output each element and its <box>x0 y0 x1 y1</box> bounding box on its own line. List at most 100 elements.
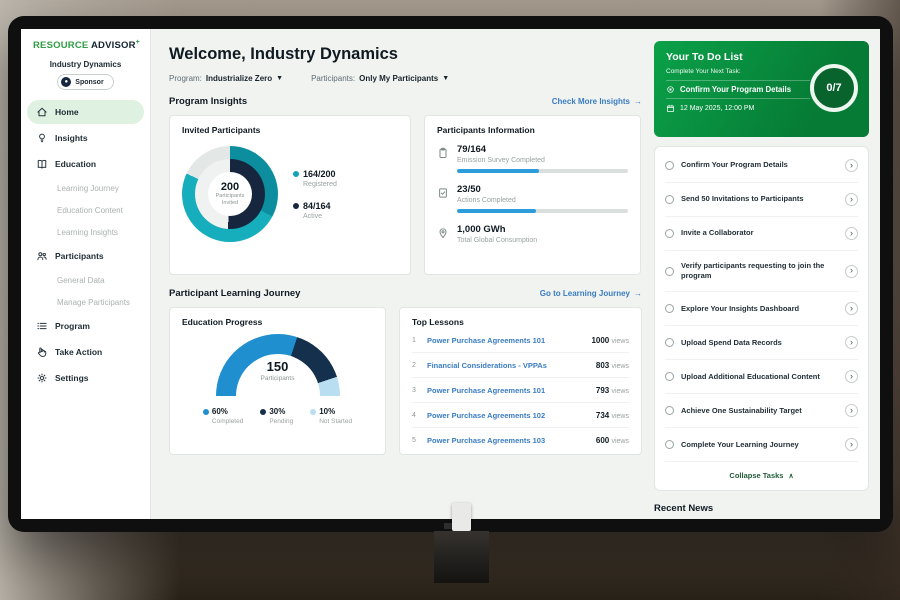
checkbox-circle-icon[interactable] <box>665 229 674 238</box>
legend-item-not-started: 10% Not Started <box>310 407 352 425</box>
participants-select-value: Only My Participants <box>359 74 439 83</box>
insights-cards-row: Invited Participants 200 Participants In… <box>169 115 642 275</box>
legend-item-pending: 30% Pending <box>260 407 293 425</box>
chevron-down-icon: ▼ <box>276 75 284 82</box>
checkbox-circle-icon[interactable] <box>665 304 674 314</box>
lesson-row: 4 Power Purchase Agreements 102 734 view… <box>412 403 629 428</box>
card-title: Education Progress <box>182 317 263 327</box>
sponsor-badge-label: Sponsor <box>75 78 104 86</box>
todo-task-row[interactable]: Achieve One Sustainability Target › <box>665 394 858 429</box>
chevron-right-icon[interactable]: › <box>845 264 858 278</box>
chevron-right-icon[interactable]: › <box>845 159 858 172</box>
logo-primary: RESOURCE <box>33 40 89 52</box>
stat-emission-survey: 79/164 Emission Survey Completed <box>437 144 628 173</box>
sidebar-item-label: Education Content <box>57 205 123 215</box>
sidebar-item-home[interactable]: Home <box>27 100 144 125</box>
sidebar-item-label: Manage Participants <box>57 297 130 307</box>
checkbox-circle-icon[interactable] <box>665 406 674 416</box>
app-logo: RESOURCE ADVISOR+ <box>21 29 150 53</box>
monitor-bezel: RESOURCE ADVISOR+ Industry Dynamics ● Sp… <box>8 16 893 532</box>
todo-tasks-card: Confirm Your Program Details › Send 50 I… <box>654 146 869 492</box>
todo-task-row[interactable]: Invite a Collaborator › <box>665 217 858 251</box>
radio-icon <box>667 86 674 93</box>
invited-participants-card: Invited Participants 200 Participants In… <box>169 115 411 275</box>
checkbox-circle-icon[interactable] <box>665 161 674 170</box>
participants-information-card: Participants Information 79/164 Emission… <box>424 115 641 275</box>
sidebar-item-participants[interactable]: Participants <box>27 244 144 268</box>
check-more-insights-link[interactable]: Check More Insights → <box>551 97 642 106</box>
sidebar-item-settings[interactable]: Settings <box>27 366 144 390</box>
todo-task-row[interactable]: Upload Spend Data Records › <box>665 326 858 361</box>
program-select-label: Program: <box>169 74 202 83</box>
book-icon <box>36 158 48 170</box>
invited-donut-chart: 200 Participants Invited <box>182 146 278 242</box>
sidebar-item-general-data[interactable]: General Data <box>27 270 144 290</box>
actions-progress-bar <box>457 209 628 213</box>
sidebar-item-program[interactable]: Program <box>27 314 144 338</box>
checkbox-circle-icon[interactable] <box>665 372 674 382</box>
collapse-tasks-button[interactable]: Collapse Tasks ∧ <box>729 471 794 481</box>
go-to-learning-journey-link[interactable]: Go to Learning Journey → <box>539 289 642 298</box>
chevron-right-icon[interactable]: › <box>845 302 858 316</box>
recent-news-title: Recent News <box>654 503 714 515</box>
chevron-right-icon[interactable]: › <box>845 370 858 384</box>
pin-icon <box>437 226 449 244</box>
lesson-link[interactable]: Financial Considerations - VPPAs <box>427 360 547 370</box>
sidebar-item-education[interactable]: Education <box>27 152 144 176</box>
stat-actions-completed: 23/50 Actions Completed <box>437 184 628 213</box>
todo-task-row[interactable]: Send 50 Invitations to Participants › <box>665 183 858 217</box>
sidebar-item-label: Education <box>55 159 97 170</box>
section-title: Participant Learning Journey <box>169 288 301 299</box>
todo-task-row[interactable]: Explore Your Insights Dashboard › <box>665 292 858 327</box>
chevron-down-icon: ▼ <box>442 75 450 82</box>
lesson-row: 5 Power Purchase Agreements 103 600 view… <box>412 435 629 445</box>
education-progress-card: Education Progress 150 Participants <box>169 307 386 455</box>
chevron-right-icon[interactable]: › <box>845 404 858 418</box>
sidebar-item-insights[interactable]: Insights <box>27 126 144 150</box>
education-legend: 60% Completed 30% Pending 10% Not Starte… <box>202 407 352 425</box>
logo-plus: + <box>135 39 140 46</box>
todo-title: Your To Do List <box>666 51 743 63</box>
todo-task-row[interactable]: Upload Additional Educational Content › <box>665 360 858 395</box>
sidebar-item-learning-journey[interactable]: Learning Journey <box>27 178 144 198</box>
lesson-link[interactable]: Power Purchase Agreements 101 <box>427 335 546 345</box>
todo-task-row[interactable]: Confirm Your Program Details › <box>665 149 858 183</box>
chevron-right-icon[interactable]: › <box>845 336 858 350</box>
home-icon <box>36 106 48 118</box>
todo-progress-ring: 0/7 <box>810 64 858 112</box>
sidebar-item-manage-participants[interactable]: Manage Participants <box>27 292 144 312</box>
invited-donut-center: 200 Participants Invited <box>208 172 252 216</box>
participants-select[interactable]: Participants: Only My Participants ▼ <box>311 74 449 83</box>
page-title: Welcome, Industry Dynamics <box>169 45 398 63</box>
lesson-link[interactable]: Power Purchase Agreements 102 <box>427 410 546 420</box>
todo-next-task: Confirm Your Program Details <box>666 80 810 99</box>
checkbox-circle-icon[interactable] <box>665 195 674 204</box>
lesson-link[interactable]: Power Purchase Agreements 103 <box>427 435 546 445</box>
sidebar-item-learning-insights[interactable]: Learning Insights <box>27 222 144 242</box>
chevron-right-icon[interactable]: › <box>845 227 858 240</box>
chevron-right-icon[interactable]: › <box>845 193 858 206</box>
teal-dot-icon <box>293 170 299 177</box>
program-select[interactable]: Program: Industrialize Zero ▼ <box>169 74 283 83</box>
sidebar-item-education-content[interactable]: Education Content <box>27 200 144 220</box>
lesson-link[interactable]: Power Purchase Agreements 101 <box>427 385 546 395</box>
sponsor-badge: ● Sponsor <box>57 74 114 91</box>
chevron-up-icon: ∧ <box>788 472 794 480</box>
sponsor-icon: ● <box>61 77 72 88</box>
legend-item-active: 84/164 Active <box>293 201 337 220</box>
checkbox-circle-icon[interactable] <box>665 338 674 348</box>
calendar-icon <box>667 104 674 112</box>
sidebar-item-take-action[interactable]: Take Action <box>27 340 144 364</box>
todo-task-row[interactable]: Verify participants requesting to join t… <box>665 251 858 293</box>
card-title: Participants Information <box>437 125 535 135</box>
invited-legend: 164/200 Registered 84/164 Active <box>293 169 337 220</box>
blue-dot-icon <box>202 408 209 415</box>
sidebar-item-label: Learning Insights <box>57 227 118 237</box>
checkbox-circle-icon[interactable] <box>665 266 674 276</box>
card-title: Top Lessons <box>412 317 464 327</box>
chevron-right-icon[interactable]: › <box>845 438 858 452</box>
todo-task-row[interactable]: Complete Your Learning Journey › <box>665 428 858 463</box>
learning-cards-row: Education Progress 150 Participants <box>169 307 642 455</box>
sidebar: RESOURCE ADVISOR+ Industry Dynamics ● Sp… <box>21 29 151 519</box>
checkbox-circle-icon[interactable] <box>665 440 674 450</box>
